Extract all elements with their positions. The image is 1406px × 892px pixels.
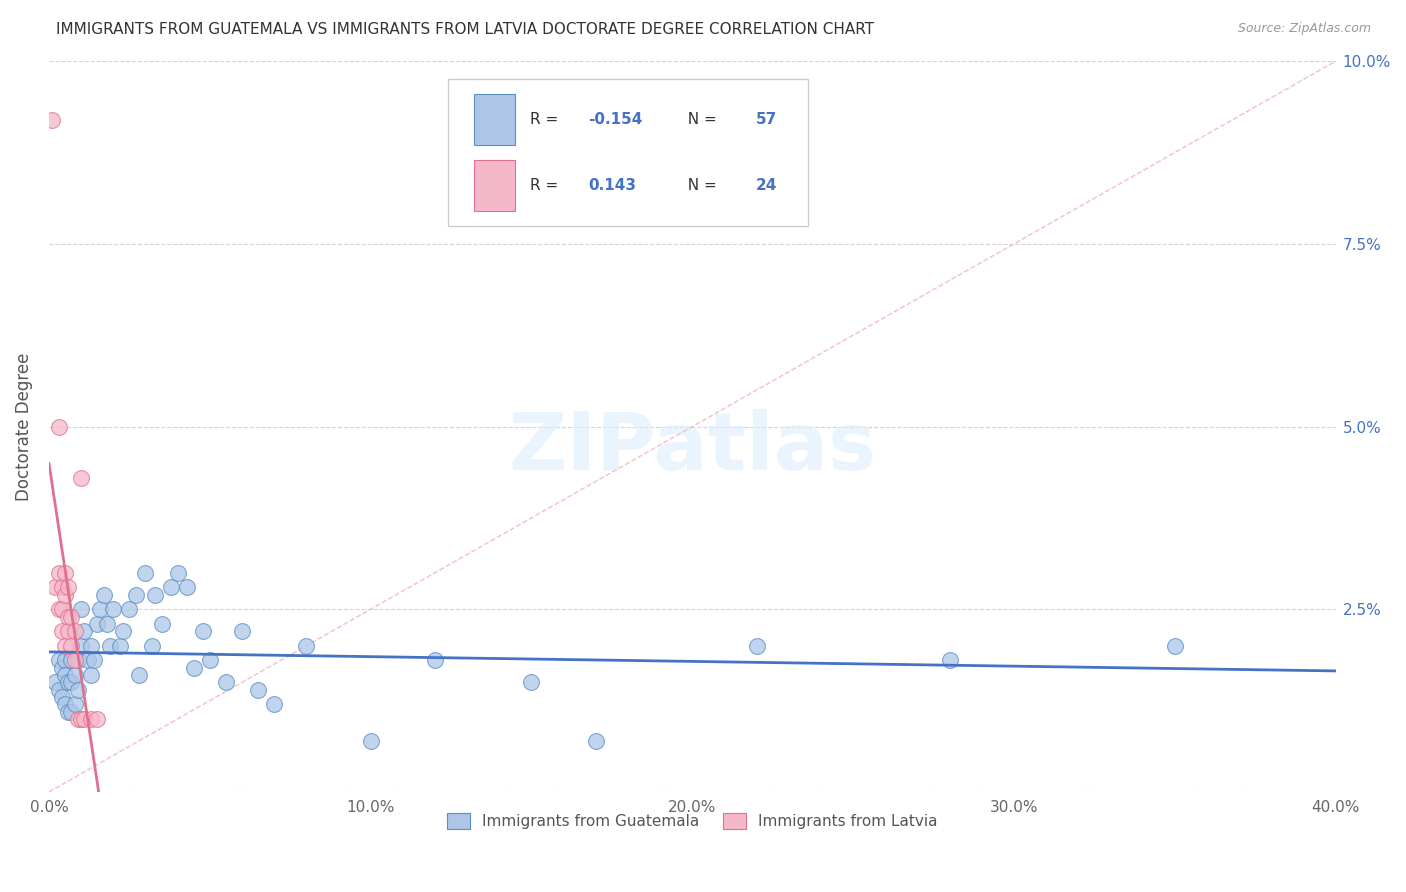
Point <box>150 616 173 631</box>
Point <box>108 639 131 653</box>
Point <box>70 712 93 726</box>
Point <box>93 588 115 602</box>
Point <box>44 580 66 594</box>
Point <box>745 639 768 653</box>
Point <box>70 471 93 485</box>
Point <box>70 602 93 616</box>
Point <box>63 668 86 682</box>
Text: -0.154: -0.154 <box>588 112 643 127</box>
Point <box>295 639 318 653</box>
Point <box>60 653 83 667</box>
Point <box>63 698 86 712</box>
Point <box>51 580 73 594</box>
Point <box>48 653 70 667</box>
Point <box>86 616 108 631</box>
Point <box>193 624 215 639</box>
FancyBboxPatch shape <box>449 79 808 226</box>
Point <box>48 419 70 434</box>
Point <box>89 602 111 616</box>
Point <box>53 698 76 712</box>
Point <box>66 653 89 667</box>
Point <box>198 653 221 667</box>
Point <box>166 566 188 580</box>
Point <box>48 682 70 697</box>
Point <box>111 624 134 639</box>
Point <box>58 624 80 639</box>
Point <box>63 653 86 667</box>
Text: 57: 57 <box>755 112 776 127</box>
Text: R =: R = <box>530 112 564 127</box>
Point <box>80 668 103 682</box>
Point <box>58 705 80 719</box>
Point <box>520 675 543 690</box>
Y-axis label: Doctorate Degree: Doctorate Degree <box>15 352 32 500</box>
Point <box>76 653 98 667</box>
Point <box>80 639 103 653</box>
Point <box>51 624 73 639</box>
Point <box>53 588 76 602</box>
Text: 24: 24 <box>755 178 776 193</box>
Point <box>53 566 76 580</box>
Point <box>231 624 253 639</box>
Text: ZIPatlas: ZIPatlas <box>508 409 876 487</box>
Point <box>423 653 446 667</box>
Point <box>176 580 198 594</box>
Text: 0.143: 0.143 <box>588 178 636 193</box>
Point <box>98 639 121 653</box>
Point <box>247 682 270 697</box>
Point <box>60 705 83 719</box>
Point <box>215 675 238 690</box>
Point <box>128 668 150 682</box>
Point <box>53 653 76 667</box>
Point <box>58 580 80 594</box>
Text: R =: R = <box>530 178 564 193</box>
Point <box>263 698 285 712</box>
Text: Source: ZipAtlas.com: Source: ZipAtlas.com <box>1237 22 1371 36</box>
Point <box>53 639 76 653</box>
Point <box>125 588 148 602</box>
Point <box>44 675 66 690</box>
Point <box>1164 639 1187 653</box>
Point <box>103 602 125 616</box>
Point <box>48 602 70 616</box>
FancyBboxPatch shape <box>474 94 515 145</box>
Text: IMMIGRANTS FROM GUATEMALA VS IMMIGRANTS FROM LATVIA DOCTORATE DEGREE CORRELATION: IMMIGRANTS FROM GUATEMALA VS IMMIGRANTS … <box>56 22 875 37</box>
Point <box>48 566 70 580</box>
Point <box>51 602 73 616</box>
Point <box>183 661 205 675</box>
Point <box>143 588 166 602</box>
Point <box>66 682 89 697</box>
Point <box>66 712 89 726</box>
Point <box>60 675 83 690</box>
Point <box>86 712 108 726</box>
Text: N =: N = <box>678 112 721 127</box>
Point <box>51 690 73 704</box>
Point <box>53 668 76 682</box>
Point <box>360 733 382 747</box>
Text: N =: N = <box>678 178 721 193</box>
FancyBboxPatch shape <box>474 160 515 211</box>
Point <box>63 624 86 639</box>
Point <box>134 566 156 580</box>
Point <box>96 616 118 631</box>
Point <box>58 675 80 690</box>
Point <box>83 653 105 667</box>
Point <box>60 639 83 653</box>
Point <box>41 112 63 127</box>
Point <box>141 639 163 653</box>
Point <box>73 624 96 639</box>
Point <box>73 712 96 726</box>
Point <box>80 712 103 726</box>
Legend: Immigrants from Guatemala, Immigrants from Latvia: Immigrants from Guatemala, Immigrants fr… <box>441 807 943 836</box>
Point <box>51 661 73 675</box>
Point <box>70 639 93 653</box>
Point <box>60 609 83 624</box>
Point <box>585 733 607 747</box>
Point <box>160 580 183 594</box>
Point <box>58 609 80 624</box>
Point <box>938 653 960 667</box>
Point <box>118 602 141 616</box>
